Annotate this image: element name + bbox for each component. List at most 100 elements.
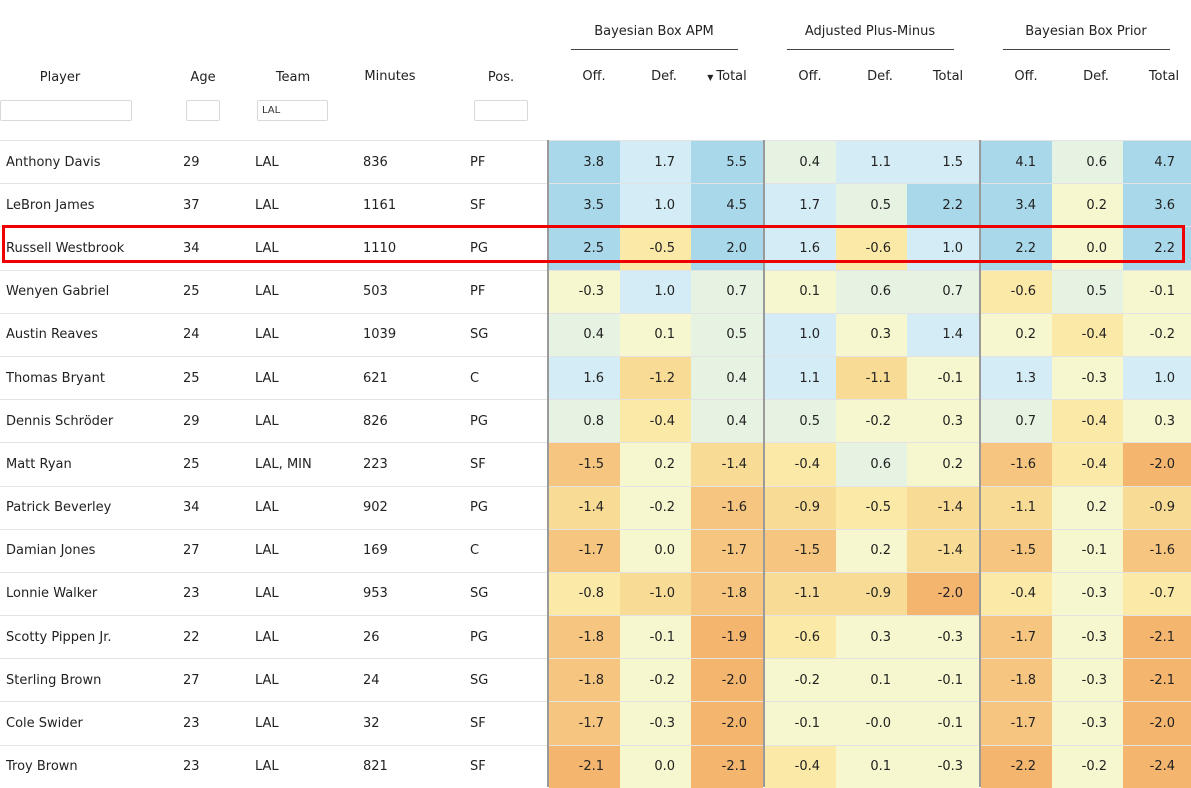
team-cell: LAL	[255, 759, 279, 775]
player-name-cell[interactable]: Lonnie Walker	[6, 586, 98, 602]
table-row[interactable]: Anthony Davis 29 LAL 836 PF 3.8 1.7 5.5 0.4 1.1 1.…	[0, 140, 1191, 184]
apm-def-cell: 0.2	[836, 529, 907, 572]
table-row[interactable]: Dennis Schröder 29 LAL 826 PG 0.8 -0.4 0.4 0.5 -0…	[0, 399, 1191, 443]
apm-off-cell: 1.6	[765, 227, 836, 270]
apm-off-cell: -0.4	[765, 745, 836, 788]
column-header-minutes[interactable]: Minutes	[364, 69, 416, 84]
bbapm-def-cell: -0.4	[620, 400, 691, 443]
column-header-apm-def[interactable]: Def.	[867, 69, 893, 84]
player-name-cell[interactable]: Austin Reaves	[6, 327, 98, 343]
position-cell: PG	[470, 240, 488, 256]
age-cell: 24	[183, 327, 200, 343]
apm-def-cell: 0.1	[836, 745, 907, 788]
bbapm-total-cell: 0.5	[691, 313, 763, 356]
table-row[interactable]: Thomas Bryant 25 LAL 621 C 1.6 -1.2 0.4 1.1 -1.1-…	[0, 355, 1191, 400]
apm-off-cell: -0.6	[765, 616, 836, 659]
minutes-cell: 821	[363, 759, 388, 775]
table-row[interactable]: Damian Jones 27 LAL 169 C -1.7 0.0 -1.7 -1.5 0.2-…	[0, 528, 1191, 572]
prior-def-cell: 0.5	[1052, 270, 1123, 313]
prior-total-cell: -0.7	[1123, 572, 1191, 616]
bbapm-total-cell: 4.5	[691, 184, 763, 227]
age-filter-input[interactable]	[186, 100, 220, 121]
team-cell: LAL	[255, 500, 279, 516]
apm-total-cell: -1.4	[907, 486, 979, 529]
group-header-prior[interactable]: Bayesian Box Prior	[1025, 24, 1147, 39]
table-row[interactable]: LeBron James 37 LAL 1161 SF 3.5 1.0 4.5 1.7 0.5 2.…	[0, 183, 1191, 227]
position-cell: PG	[470, 500, 488, 516]
table-row[interactable]: Scotty Pippen Jr. 22 LAL 26 PG -1.8 -0.1 -1.9 -0…	[0, 615, 1191, 659]
player-filter-input[interactable]	[0, 100, 132, 121]
column-header-apm-total[interactable]: Total	[932, 69, 964, 84]
prior-off-cell: -2.2	[981, 745, 1052, 788]
team-filter-input[interactable]	[257, 100, 328, 121]
player-name-cell[interactable]: Russell Westbrook	[6, 240, 125, 256]
team-cell: LAL	[255, 370, 279, 386]
column-header-bbapm-total[interactable]: ▼ Total	[707, 69, 747, 84]
column-header-pos[interactable]: Pos.	[487, 70, 515, 85]
column-header-player[interactable]: Player	[39, 70, 81, 85]
table-row[interactable]: Lonnie Walker 23 LAL 953 SG -0.8 -1.0 -1.8 -1.1-…	[0, 571, 1191, 616]
team-cell: LAL	[255, 543, 279, 559]
age-cell: 23	[183, 716, 200, 732]
bbapm-def-cell: -1.0	[620, 572, 691, 616]
bbapm-def-cell: -0.2	[620, 659, 691, 702]
table-row[interactable]: Wenyen Gabriel 25 LAL 503 PF -0.3 1.0 0.7 0.1 0.6…	[0, 269, 1191, 313]
player-name-cell[interactable]: Damian Jones	[6, 543, 96, 559]
table-row[interactable]: Austin Reaves 24 LAL 1039 SG 0.4 0.1 0.5 1.0 0.3 1…	[0, 312, 1191, 356]
team-cell: LAL	[255, 197, 279, 213]
bbapm-off-cell: 3.5	[549, 184, 620, 227]
group-header-apm[interactable]: Adjusted Plus-Minus	[804, 24, 936, 39]
player-name-cell[interactable]: Anthony Davis	[6, 154, 101, 170]
player-name-cell[interactable]: Cole Swider	[6, 716, 83, 732]
position-cell: PG	[470, 629, 488, 645]
table-row[interactable]: Patrick Beverley 34 LAL 902 PG -1.4 -0.2 -1.6 -0…	[0, 485, 1191, 529]
apm-def-cell: 0.6	[836, 270, 907, 313]
player-name-cell[interactable]: Patrick Beverley	[6, 500, 112, 516]
column-header-age[interactable]: Age	[190, 70, 216, 85]
prior-def-cell: -0.1	[1052, 529, 1123, 572]
column-header-bbapm-off[interactable]: Off.	[582, 69, 606, 84]
group-header-bbapm[interactable]: Bayesian Box APM	[594, 24, 714, 39]
table-row[interactable]: Sterling Brown 27 LAL 24 SG -1.8 -0.2 -2.0 -0.2 0…	[0, 658, 1191, 702]
player-name-cell[interactable]: Thomas Bryant	[6, 370, 105, 386]
apm-def-cell: 0.5	[836, 184, 907, 227]
player-name-cell[interactable]: Sterling Brown	[6, 672, 102, 688]
bbapm-off-cell: -1.8	[549, 616, 620, 659]
group-underline-prior	[1003, 49, 1170, 50]
position-cell: PF	[470, 284, 486, 300]
player-name-cell[interactable]: LeBron James	[6, 197, 95, 213]
table-row[interactable]: Troy Brown 23 LAL 821 SF -2.1 0.0 -2.1 -0.4 0.1 -0…	[0, 744, 1191, 788]
player-name-cell[interactable]: Wenyen Gabriel	[6, 284, 110, 300]
bbapm-off-cell: -0.3	[549, 270, 620, 313]
prior-off-cell: 3.4	[981, 184, 1052, 227]
bbapm-total-cell: -2.0	[691, 659, 763, 702]
player-name-cell[interactable]: Dennis Schröder	[6, 413, 114, 429]
bbapm-total-cell: 0.7	[691, 270, 763, 313]
column-header-prior-off[interactable]: Off.	[1014, 69, 1038, 84]
pos-filter-input[interactable]	[474, 100, 528, 121]
table-row[interactable]: Matt Ryan 25 LAL, MIN 223 SF -1.5 0.2 -1.4 -0.4 0…	[0, 442, 1191, 486]
table-row[interactable]: Cole Swider 23 LAL 32 SF -1.7 -0.3 -2.0 -0.1 -0.0…	[0, 701, 1191, 745]
apm-off-cell: -0.1	[765, 702, 836, 745]
column-header-prior-def[interactable]: Def.	[1083, 69, 1109, 84]
column-header-prior-total[interactable]: Total	[1148, 69, 1180, 84]
player-name-cell[interactable]: Scotty Pippen Jr.	[6, 629, 112, 645]
player-name-cell[interactable]: Matt Ryan	[6, 456, 72, 472]
bbapm-def-cell: -0.3	[620, 702, 691, 745]
apm-total-cell: 2.2	[907, 184, 979, 227]
column-header-bbapm-def[interactable]: Def.	[651, 69, 677, 84]
table-row[interactable]: Russell Westbrook 34 LAL 1110 PG 2.5 -0.5 2.0 1.…	[0, 226, 1191, 270]
bbapm-def-cell: 0.0	[620, 529, 691, 572]
apm-off-cell: -0.9	[765, 486, 836, 529]
group-separator	[979, 140, 981, 787]
bbapm-total-cell: -1.4	[691, 443, 763, 486]
bbapm-off-cell: -2.1	[549, 745, 620, 788]
position-cell: SG	[470, 327, 489, 343]
player-name-cell[interactable]: Troy Brown	[6, 759, 78, 775]
column-header-apm-off[interactable]: Off.	[798, 69, 822, 84]
apm-total-cell: 1.4	[907, 313, 979, 356]
column-header-team[interactable]: Team	[275, 70, 311, 85]
prior-off-cell: -1.7	[981, 616, 1052, 659]
apm-def-cell: 1.1	[836, 141, 907, 184]
team-cell: LAL	[255, 154, 279, 170]
